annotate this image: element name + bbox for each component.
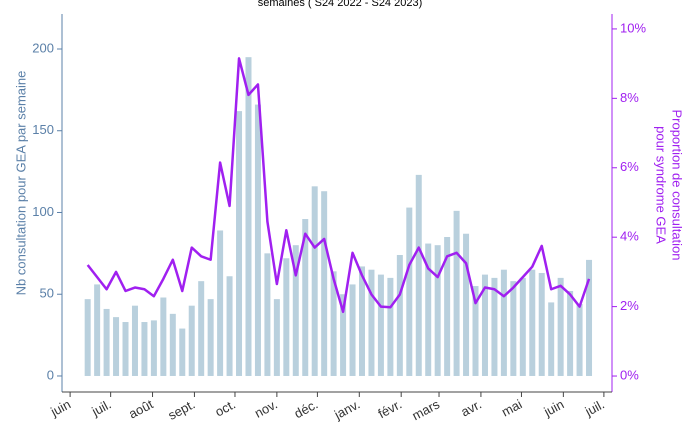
bar bbox=[415, 174, 422, 376]
bar bbox=[510, 281, 517, 376]
y-axis-label: Nb consultation pour GEA par semaine bbox=[13, 71, 28, 296]
x-tick-label: févr. bbox=[375, 396, 404, 421]
bar bbox=[321, 191, 328, 376]
bar bbox=[538, 272, 545, 376]
x-tick-label: mai bbox=[499, 396, 525, 419]
bar bbox=[169, 313, 176, 376]
line bbox=[86, 57, 591, 314]
bar bbox=[453, 210, 460, 376]
bar bbox=[198, 281, 205, 376]
bar bbox=[160, 297, 167, 376]
bar bbox=[406, 207, 413, 376]
bar bbox=[425, 243, 432, 376]
bar bbox=[340, 294, 347, 376]
bar bbox=[349, 284, 356, 376]
bar bbox=[292, 245, 299, 376]
y2-tick-label: 2% bbox=[620, 298, 639, 313]
y-tick-label: 150 bbox=[32, 122, 54, 137]
y2-tick-label: 6% bbox=[620, 159, 639, 174]
bar bbox=[188, 305, 195, 376]
bar bbox=[519, 277, 526, 376]
bar bbox=[586, 259, 593, 376]
y2-tick-label: 4% bbox=[620, 229, 639, 244]
bar bbox=[84, 299, 91, 376]
bar bbox=[434, 245, 441, 376]
bar bbox=[491, 277, 498, 376]
bar bbox=[179, 328, 186, 376]
x-tick-label: juin bbox=[47, 396, 73, 419]
x-tick-label: nov. bbox=[252, 396, 280, 420]
bar bbox=[472, 286, 479, 376]
x-tick-label: juil. bbox=[582, 396, 607, 419]
chart-title: semaines ( S24 2022 - S24 2023) bbox=[258, 0, 423, 9]
bar bbox=[207, 299, 214, 376]
bar bbox=[311, 186, 318, 376]
x-tick-label: déc. bbox=[292, 396, 321, 421]
y-tick-label: 100 bbox=[32, 204, 54, 219]
bar bbox=[283, 258, 290, 376]
bar bbox=[557, 277, 564, 376]
x-tick-label: août bbox=[126, 396, 156, 421]
bar bbox=[576, 304, 583, 376]
bar bbox=[330, 271, 337, 376]
bar bbox=[264, 253, 271, 376]
bar bbox=[481, 274, 488, 376]
x-tick-label: sept. bbox=[166, 396, 198, 422]
x-tick-label: juin bbox=[541, 396, 567, 419]
bar bbox=[377, 274, 384, 376]
x-tick-label: oct. bbox=[212, 396, 238, 419]
bar bbox=[444, 237, 451, 376]
y2-tick-label: 0% bbox=[620, 367, 639, 382]
x-tick-label: avr. bbox=[458, 396, 484, 419]
y2-axis-label: Proportion de consultation bbox=[670, 109, 684, 260]
bar bbox=[387, 277, 394, 376]
bar bbox=[131, 305, 138, 376]
y-tick-label: 50 bbox=[40, 286, 54, 301]
x-tick-label: juil. bbox=[89, 396, 114, 419]
bar bbox=[567, 290, 574, 376]
bar bbox=[217, 230, 224, 376]
bar bbox=[463, 233, 470, 376]
bar bbox=[245, 57, 252, 376]
bar bbox=[150, 320, 157, 376]
bar bbox=[302, 219, 309, 376]
y2-tick-label: 10% bbox=[620, 20, 646, 35]
bar bbox=[396, 254, 403, 376]
bar bbox=[236, 111, 243, 376]
bar bbox=[500, 269, 507, 376]
bar bbox=[529, 269, 536, 376]
bar bbox=[368, 269, 375, 376]
x-tick-label: mars bbox=[409, 396, 442, 423]
y-tick-label: 0 bbox=[47, 367, 54, 382]
bar bbox=[254, 104, 261, 376]
bar bbox=[359, 266, 365, 376]
bar bbox=[273, 299, 280, 376]
bar bbox=[103, 308, 110, 376]
bar bbox=[94, 284, 101, 376]
x-tick-label: janv. bbox=[331, 396, 362, 422]
bar bbox=[226, 276, 233, 376]
y2-tick-label: 8% bbox=[620, 90, 639, 105]
bar bbox=[113, 317, 120, 376]
y-tick-label: 200 bbox=[32, 40, 54, 55]
bar bbox=[122, 322, 129, 376]
bar bbox=[141, 322, 148, 376]
bar bbox=[548, 302, 555, 376]
y2-axis-label: pour syndrome GEA bbox=[654, 126, 669, 244]
